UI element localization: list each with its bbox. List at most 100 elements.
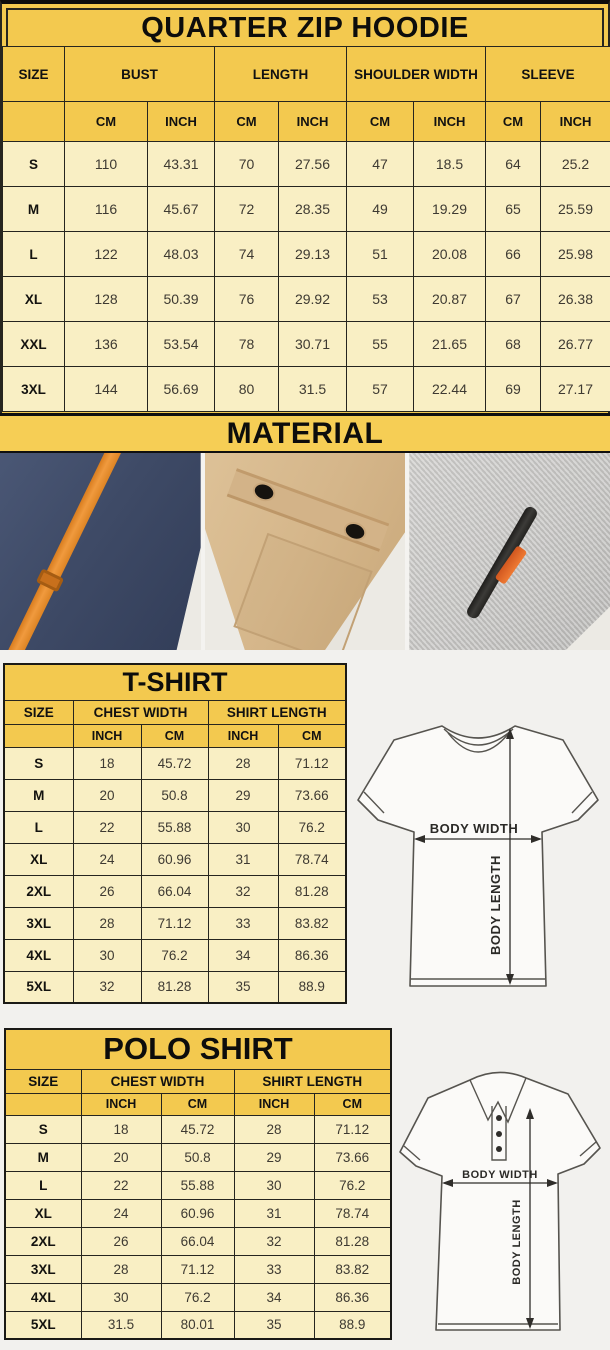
value-cell: 68	[485, 321, 541, 367]
body-length-label: BODY LENGTH	[511, 1199, 523, 1284]
value-cell: 26.38	[540, 276, 610, 322]
unit-header: INCH	[80, 1092, 162, 1116]
unit-header: CM	[277, 723, 347, 748]
table-row: S 18 45.72 28 71.12	[3, 746, 347, 780]
polo-outline	[399, 1071, 601, 1331]
value-cell: 86.36	[277, 938, 347, 972]
collar-rib-line	[443, 728, 514, 746]
size-cell: L	[3, 810, 74, 844]
value-cell: 60.96	[160, 1198, 235, 1228]
table-row: M 20 50.8 29 73.66	[4, 1142, 392, 1172]
arrowhead	[506, 974, 514, 985]
sleeve-cuff-line	[571, 791, 593, 814]
unit-header: CM	[160, 1092, 235, 1116]
empty-cell	[2, 101, 65, 142]
value-cell: 72	[214, 186, 279, 232]
value-cell: 20.87	[413, 276, 486, 322]
empty-cell	[3, 723, 74, 748]
value-cell: 34	[233, 1282, 315, 1312]
value-cell: 65	[485, 186, 541, 232]
chest-width-column-header: CHEST WIDTH	[72, 699, 209, 725]
table-row: 4XL 30 76.2 34 86.36	[3, 938, 347, 972]
value-cell: 22.44	[413, 366, 486, 412]
value-cell: 69	[485, 366, 541, 412]
value-cell: 31.5	[80, 1310, 162, 1340]
value-cell: 50.8	[160, 1142, 235, 1172]
value-cell: 80	[214, 366, 279, 412]
unit-header: INCH	[233, 1092, 315, 1116]
table-row: 3XL 28 71.12 33 83.82	[3, 906, 347, 940]
value-cell: 50.39	[147, 276, 215, 322]
unit-header: INCH	[207, 723, 279, 748]
table-row: S 110 43.31 70 27.56 47 18.5 64 25.2	[2, 141, 610, 187]
value-cell: 71.12	[140, 906, 209, 940]
value-cell: 25.98	[540, 231, 610, 277]
tshirt-unit-header-row: INCH CM INCH CM	[3, 723, 347, 748]
value-cell: 28	[233, 1114, 315, 1144]
value-cell: 83.82	[313, 1254, 392, 1284]
body-width-label: BODY WIDTH	[462, 1169, 538, 1181]
value-cell: 53.54	[147, 321, 215, 367]
value-cell: 45.67	[147, 186, 215, 232]
size-cell: XL	[2, 276, 65, 322]
value-cell: 136	[64, 321, 148, 367]
size-cell: L	[4, 1170, 82, 1200]
value-cell: 30	[233, 1170, 315, 1200]
snap-button	[252, 482, 276, 502]
value-cell: 76	[214, 276, 279, 322]
value-cell: 26.77	[540, 321, 610, 367]
unit-header: CM	[64, 101, 148, 142]
value-cell: 24	[72, 842, 142, 876]
sleeve-cuff-line	[403, 1145, 421, 1161]
value-cell: 28	[72, 906, 142, 940]
size-cell: 4XL	[3, 938, 74, 972]
hoodie-size-chart-section: QUARTER ZIP HOODIE SIZE BUST LENGTH SHOU…	[0, 0, 610, 413]
value-cell: 71.12	[160, 1254, 235, 1284]
value-cell: 31.5	[278, 366, 347, 412]
sleeve-cuff-line	[579, 1141, 597, 1157]
size-cell: 3XL	[3, 906, 74, 940]
table-row: M 20 50.8 29 73.66	[3, 778, 347, 812]
snap-button	[343, 521, 367, 542]
unit-header: INCH	[72, 723, 142, 748]
size-column-header: SIZE	[4, 1068, 82, 1094]
polo-button	[496, 1115, 502, 1121]
value-cell: 57	[346, 366, 414, 412]
table-row: L 122 48.03 74 29.13 51 20.08 66 25.98	[2, 231, 610, 277]
arrowhead	[506, 728, 514, 739]
value-cell: 48.03	[147, 231, 215, 277]
value-cell: 29.92	[278, 276, 347, 322]
value-cell: 22	[72, 810, 142, 844]
value-cell: 32	[72, 970, 142, 1004]
size-cell: XL	[3, 842, 74, 876]
unit-header: CM	[485, 101, 541, 142]
collar-line	[469, 1077, 527, 1124]
value-cell: 29.13	[278, 231, 347, 277]
sleeve-column-header: SLEEVE	[485, 46, 610, 102]
value-cell: 81.28	[277, 874, 347, 908]
value-cell: 81.28	[313, 1226, 392, 1256]
value-cell: 47	[346, 141, 414, 187]
value-cell: 18	[80, 1114, 162, 1144]
size-cell: M	[4, 1142, 82, 1172]
tshirt-outline	[357, 725, 599, 987]
value-cell: 53	[346, 276, 414, 322]
value-cell: 35	[207, 970, 279, 1004]
tshirt-measurement-diagram: BODY WIDTH BODY LENGTH	[357, 725, 599, 987]
arrowhead	[547, 1179, 558, 1187]
value-cell: 56.69	[147, 366, 215, 412]
value-cell: 33	[233, 1254, 315, 1284]
table-row: 5XL 32 81.28 35 88.9	[3, 970, 347, 1004]
value-cell: 71.12	[313, 1114, 392, 1144]
polo-button	[496, 1146, 502, 1152]
value-cell: 30	[207, 810, 279, 844]
value-cell: 55	[346, 321, 414, 367]
table-row: 4XL 30 76.2 34 86.36	[4, 1282, 392, 1312]
value-cell: 26	[80, 1226, 162, 1256]
material-banner: MATERIAL	[0, 413, 610, 453]
value-cell: 29	[207, 778, 279, 812]
value-cell: 33	[207, 906, 279, 940]
value-cell: 43.31	[147, 141, 215, 187]
value-cell: 83.82	[277, 906, 347, 940]
table-row: L 22 55.88 30 76.2	[3, 810, 347, 844]
